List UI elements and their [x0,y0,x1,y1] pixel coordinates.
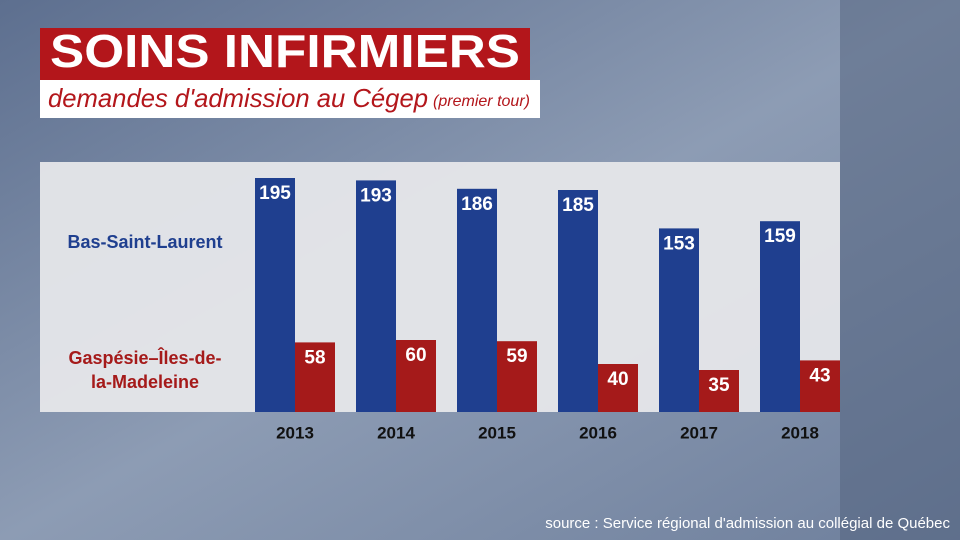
subtitle-box [40,80,540,118]
bar [598,364,638,412]
bar [457,188,497,412]
data-label: 60 [405,345,426,366]
legend-label: Bas-Saint-Laurent [67,232,223,252]
chart-title: SOINS INFIRMIERS [50,25,520,77]
data-label: 40 [607,369,628,390]
background-shade [840,0,960,540]
chart-subtitle: demandes d'admission au Cégep [48,83,428,113]
bar [760,221,800,412]
source-note: source : Service régional d'admission au… [545,515,950,532]
title-box [40,28,530,80]
bar [497,341,537,412]
x-tick-label: 2013 [276,423,314,442]
bar [699,370,739,412]
bar [356,180,396,412]
data-label: 186 [461,194,493,215]
x-tick-label: 2016 [579,423,617,442]
data-label: 43 [809,365,830,386]
data-label: 59 [506,346,527,367]
x-tick-label: 2014 [377,423,415,442]
data-label: 35 [708,375,730,396]
bar [800,360,840,412]
data-label: 159 [764,226,796,247]
data-label: 195 [259,183,291,204]
legend-label: Gaspésie–Îles-de-la-Madeleine [68,348,222,392]
bar [295,342,335,412]
subtitle-note: (premier tour) [433,93,530,110]
bar [558,190,598,412]
x-tick-label: 2018 [781,423,819,442]
x-tick-label: 2015 [478,423,516,442]
data-label: 153 [663,233,695,254]
data-label: 58 [304,347,325,368]
data-label: 193 [360,185,392,206]
data-label: 185 [562,195,594,216]
x-tick-label: 2017 [680,423,718,442]
bar [255,178,295,412]
bar [396,340,436,412]
bar [659,228,699,412]
